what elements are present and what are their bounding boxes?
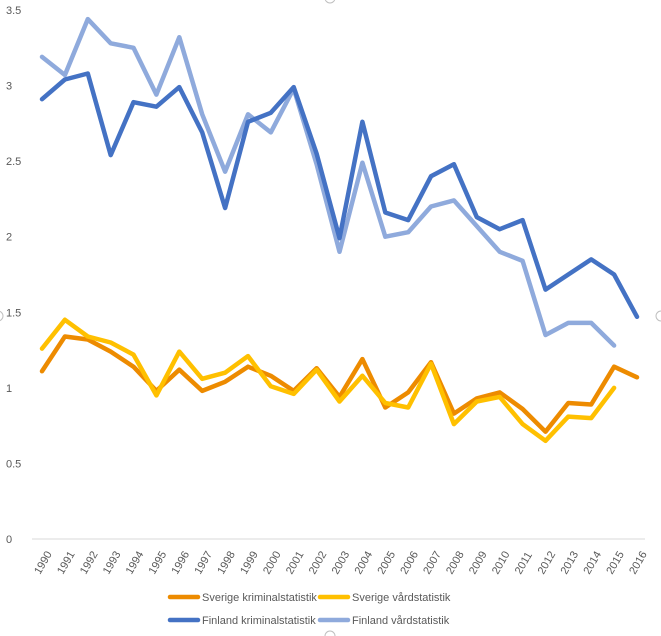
x-axis: 1990 1991 1992 1993 1994 1995 1996 1997 1998 1999… [32,538,650,577]
y-tick-label: 3.5 [6,5,21,17]
x-tick-label: 2008 [444,549,467,576]
x-tick-label: 1993 [101,549,124,576]
y-tick-label: 2 [6,232,12,244]
x-tick-label: 1995 [147,549,170,576]
x-tick-label: 2013 [559,549,582,576]
resize-handle-right[interactable] [655,310,661,322]
legend: Sverige kriminalstatistik Sverige vårdsta… [167,592,451,627]
x-tick-label: 1990 [32,549,55,576]
x-tick-label: 1996 [170,549,193,576]
y-tick-label: 0 [6,534,12,546]
y-axis: 0 0.5 1 1.5 2 2.5 3 3.5 [6,5,21,546]
x-tick-label: 1991 [55,549,78,576]
y-tick-label: 3 [6,81,12,93]
y-tick-label: 1.5 [6,307,21,319]
legend-label-0: Sverige kriminalstatistik [202,592,317,604]
legend-label-1: Sverige vårdstatistik [352,592,451,604]
plot-area[interactable] [39,16,640,444]
x-tick-label: 2002 [307,549,330,576]
x-tick-label: 2014 [581,549,604,576]
resize-handle-left[interactable] [0,310,4,322]
y-tick-label: 2.5 [6,156,21,168]
x-tick-label: 2003 [330,549,353,576]
x-tick-label: 1992 [78,549,101,576]
resize-handle-top[interactable] [324,0,336,4]
x-tick-label: 2006 [398,549,421,576]
x-tick-label: 1999 [238,549,261,576]
x-tick-label: 1998 [215,549,238,576]
x-tick-label: 1994 [124,549,147,576]
x-tick-label: 2000 [261,549,284,576]
y-tick-label: 1 [6,383,12,395]
x-tick-label: 2009 [467,549,490,576]
resize-handle-bottom[interactable] [324,630,336,636]
x-tick-label: 2007 [421,549,444,576]
series-line-3[interactable] [39,16,617,348]
series-line-2[interactable] [39,71,640,320]
x-tick-label: 2005 [375,549,398,576]
series-line-0[interactable] [39,334,640,434]
legend-label-3: Finland vårdstatistik [352,615,450,627]
x-tick-label: 2010 [490,549,513,576]
legend-label-2: Finland kriminalstatistik [202,615,316,627]
x-tick-label: 2016 [627,549,650,576]
series-line-1[interactable] [39,317,617,444]
x-tick-label: 1997 [192,549,215,576]
x-tick-label: 2015 [604,549,627,576]
x-tick-label: 2011 [513,550,535,576]
x-tick-label: 2004 [353,549,376,576]
y-tick-label: 0.5 [6,458,21,470]
x-tick-label: 2001 [284,549,307,576]
x-tick-label: 2012 [536,549,559,576]
